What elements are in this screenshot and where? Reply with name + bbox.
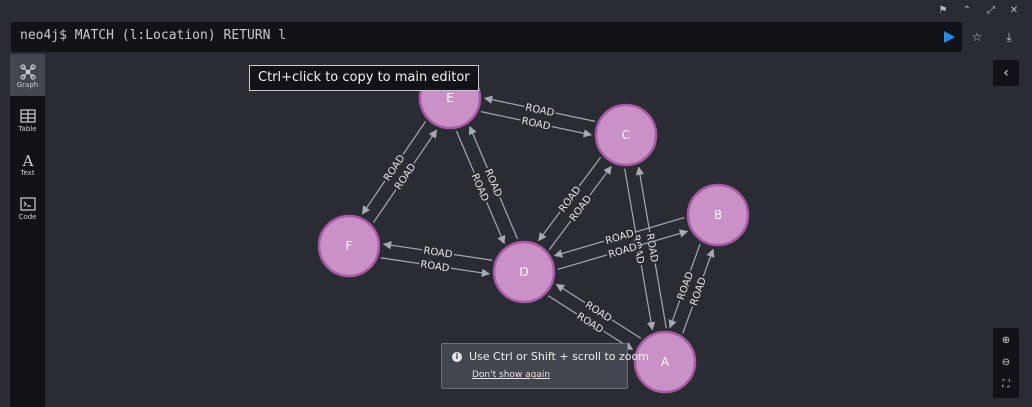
chevron-left-icon[interactable]: ‹ [993, 60, 1019, 86]
text-icon: A [21, 152, 33, 168]
relationship-label-bg [380, 151, 408, 185]
relationship-label-bg [523, 100, 557, 119]
relationship-label-bg [391, 159, 419, 193]
relationship-label-bg [674, 268, 697, 303]
graph-node-B[interactable]: B [686, 183, 750, 247]
relationship-label: ROAD [520, 116, 551, 133]
sidebar-item-code[interactable]: Code [10, 186, 45, 228]
node-label: C [622, 128, 630, 142]
relationship-label-bg [421, 243, 455, 261]
graph-node-D[interactable]: D [492, 240, 556, 304]
sidebar-item-table[interactable]: Table [10, 98, 45, 140]
code-icon [19, 197, 36, 211]
favorite-star-icon[interactable]: ☆ [971, 30, 983, 44]
zoom-hint-popup: i Use Ctrl or Shift + scroll to zoom Don… [441, 343, 649, 389]
close-icon[interactable]: ✕ [1009, 5, 1019, 16]
run-icon[interactable] [944, 31, 955, 43]
node-label: B [714, 208, 722, 222]
sidebar-item-label: Graph [16, 81, 39, 89]
graph-visualization[interactable]: ROADROADROADROADROADROADROADROADROADROAD… [45, 54, 1022, 407]
sidebar-item-label: Table [18, 125, 37, 133]
relationship-label-bg [481, 165, 506, 200]
node-circle[interactable] [317, 214, 381, 278]
graph-node-C[interactable]: C [594, 103, 658, 167]
graph-node-A[interactable]: A [633, 330, 697, 394]
view-sidebar: Graph Table A Text Code [10, 54, 45, 407]
relationship-label: ROAD [420, 259, 451, 274]
download-icon[interactable]: ⤓ [1006, 30, 1012, 44]
relationship-C-E[interactable]: ROAD [483, 95, 596, 122]
relationship-label-bg [605, 240, 640, 261]
query-text[interactable]: neo4j$ MATCH (l:Location) RETURN l [20, 28, 287, 43]
info-icon: i [452, 352, 462, 362]
dont-show-again-link[interactable]: Don't show again [472, 370, 551, 380]
chevron-up-icon[interactable]: ⌃ [962, 5, 972, 16]
fullscreen-icon[interactable]: ⤢ [987, 5, 995, 16]
relationship-label-bg [418, 257, 452, 275]
relationship-label-bg [555, 182, 585, 216]
relationship-label-bg [565, 191, 595, 225]
sidebar-item-label: Text [20, 169, 35, 177]
relationship-label-bg [643, 231, 662, 265]
copy-tooltip: Ctrl+click to copy to main editor [249, 65, 479, 91]
relationship-D-F[interactable]: ROAD [382, 241, 493, 261]
pin-icon[interactable]: ⚑ [938, 5, 948, 16]
node-circle[interactable] [633, 330, 697, 394]
relationship-label-bg [468, 170, 493, 205]
svg-text:A: A [21, 152, 33, 168]
graph-node-F[interactable]: F [317, 214, 381, 278]
relationship-label-bg [581, 297, 616, 326]
node-label: D [519, 265, 528, 279]
table-icon [19, 109, 36, 123]
zoom-out-icon[interactable]: ⊖ [1001, 357, 1011, 368]
node-circle[interactable] [686, 183, 750, 247]
node-label: A [661, 355, 670, 369]
zoom-controls: ⊕ ⊖ ⛶ [993, 328, 1019, 398]
relationship-F-D[interactable]: ROAD [380, 257, 491, 277]
frame-titlebar: ⚑ ⌃ ⤢ ✕ [0, 0, 1032, 22]
sidebar-item-label: Code [18, 213, 37, 221]
graph-icon [19, 64, 36, 80]
sidebar-item-graph[interactable]: Graph [10, 54, 45, 96]
fit-to-screen-icon[interactable]: ⛶ [1002, 379, 1010, 390]
zoom-in-icon[interactable]: ⊕ [1001, 335, 1011, 346]
sidebar-item-text[interactable]: A Text [10, 142, 45, 184]
relationship-label-bg [519, 114, 553, 133]
relationship-label: ROAD [423, 246, 454, 261]
zoom-hint-message: Use Ctrl or Shift + scroll to zoom [469, 350, 649, 363]
relationship-label-bg [573, 308, 608, 337]
node-circle[interactable] [594, 103, 658, 167]
node-label: F [346, 239, 353, 253]
node-label: E [446, 91, 454, 105]
query-editor[interactable]: neo4j$ MATCH (l:Location) RETURN l [11, 22, 962, 52]
relationship-label-bg [602, 226, 637, 247]
relationship-label-bg [686, 274, 709, 309]
node-circle[interactable] [492, 240, 556, 304]
